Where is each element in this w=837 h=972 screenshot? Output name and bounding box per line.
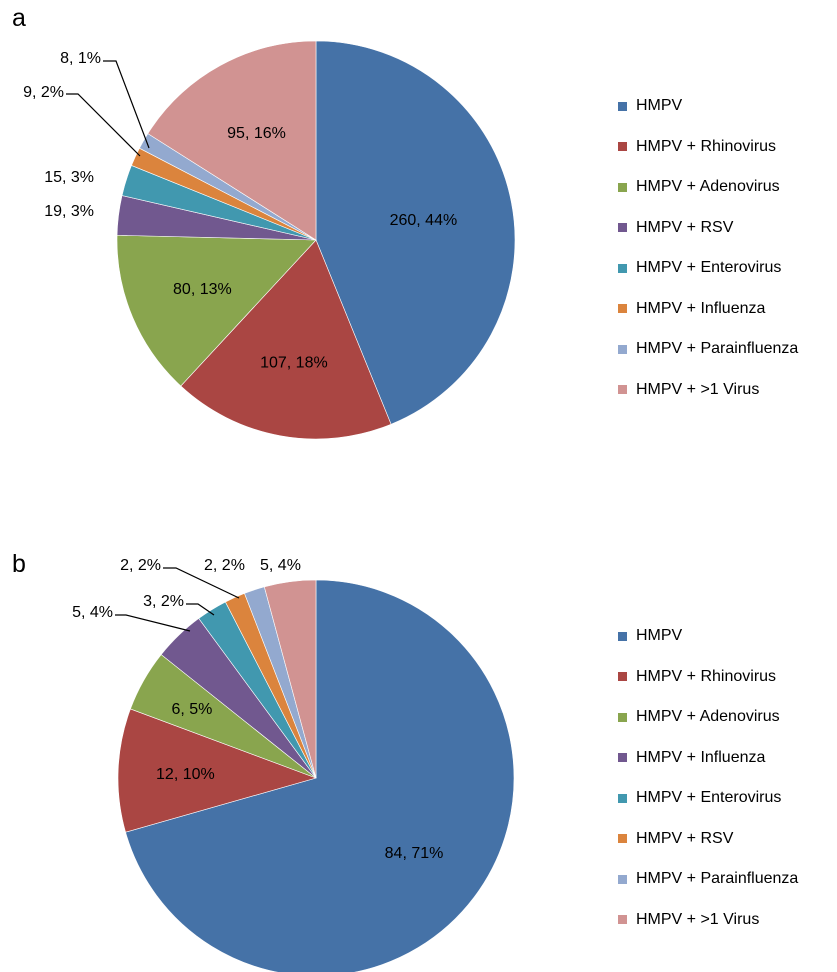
chart-panel-a: a 260, 44% 107, 18% 80, 13% 19, 3% 15, 3% 9, … [12, 4, 798, 440]
legend-label: HMPV + Parainfluenza [636, 340, 799, 358]
legend-swatch [618, 915, 627, 925]
legend-label: HMPV + Parainfluenza [636, 870, 799, 888]
legend-swatch [618, 223, 627, 233]
legend-label: HMPV + Adenovirus [636, 178, 780, 196]
slice-label: 5, 4% [260, 557, 301, 574]
legend-item: HMPV + Rhinovirus [618, 657, 798, 698]
legend-item: HMPV + RSV [618, 208, 798, 249]
panel-label-a: a [12, 4, 26, 32]
legend-swatch [618, 631, 627, 641]
slice-label: 84, 71% [385, 845, 444, 862]
pie-chart-b: 84, 71% 12, 10% 6, 5% 5, 4% 3, 2% 2, 2% 2, 2% 5… [72, 557, 515, 972]
legend-swatch [618, 753, 627, 763]
legend-item: HMPV + Influenza [618, 738, 798, 779]
pie-slice-3 [116, 234, 317, 387]
legend-swatch [618, 385, 627, 395]
pie-slice-8 [263, 579, 317, 779]
panel-label-b: b [12, 550, 26, 578]
legend-item: HMPV + Adenovirus [618, 167, 798, 208]
legend-label: HMPV + RSV [636, 218, 734, 236]
legend-item: HMPV + Influenza [618, 289, 798, 330]
legend-item: HMPV + Parainfluenza [618, 859, 798, 900]
legend-swatch [618, 182, 627, 192]
slice-label: 12, 10% [156, 766, 215, 783]
legend-item: HMPV + Enterovirus [618, 778, 798, 819]
legend-swatch [618, 793, 627, 803]
legend-label: HMPV + Influenza [636, 748, 766, 766]
leader-line [66, 93, 141, 157]
legend-swatch [618, 263, 627, 273]
legend-item: HMPV + Parainfluenza [618, 329, 798, 370]
pie-slice-1 [125, 579, 515, 972]
slice-label: 9, 2% [23, 84, 64, 101]
slice-label: 5, 4% [72, 604, 113, 621]
slice-label: 260, 44% [390, 212, 458, 229]
leader-line [103, 60, 150, 149]
legend-swatch [618, 672, 627, 682]
pie-slice-8 [147, 40, 317, 241]
legend-swatch [618, 101, 627, 111]
pie-slice-2 [180, 239, 392, 440]
legend-item: HMPV [618, 616, 798, 657]
pie-slice-1 [315, 40, 516, 425]
legend-swatch [618, 712, 627, 722]
slice-label: 2, 2% [120, 557, 161, 574]
slice-label: 19, 3% [44, 203, 94, 220]
legend-label: HMPV + Enterovirus [636, 259, 782, 277]
legend-item: HMPV + >1 Virus [618, 370, 798, 411]
pie-slice-2 [117, 708, 317, 833]
legend-label: HMPV + Rhinovirus [636, 137, 777, 155]
legend-item: HMPV + RSV [618, 819, 798, 860]
leader-line [186, 603, 215, 616]
legend-swatch [618, 874, 627, 884]
legend-a: HMPV HMPV + Rhinovirus HMPV + Adenovirus HM… [618, 86, 798, 410]
slice-label: 8, 1% [60, 50, 101, 67]
legend-label: HMPV + Adenovirus [636, 708, 780, 726]
slice-label: 15, 3% [44, 169, 94, 186]
legend-label: HMPV + Enterovirus [636, 789, 782, 807]
slice-label: 3, 2% [143, 593, 184, 610]
slice-label: 2, 2% [204, 557, 245, 574]
slice-label: 6, 5% [171, 701, 212, 718]
legend-swatch [618, 142, 627, 152]
legend-label: HMPV + RSV [636, 829, 734, 847]
legend-label: HMPV [636, 97, 683, 115]
slice-label: 95, 16% [227, 125, 286, 142]
legend-label: HMPV + >1 Virus [636, 910, 760, 928]
legend-label: HMPV + Rhinovirus [636, 667, 777, 685]
slice-label: 107, 18% [260, 354, 328, 371]
legend-item: HMPV [618, 86, 798, 127]
legend-item: HMPV + Adenovirus [618, 697, 798, 738]
legend-label: HMPV [636, 627, 683, 645]
legend-label: HMPV + Influenza [636, 299, 766, 317]
pie-chart-a: 260, 44% 107, 18% 80, 13% 19, 3% 15, 3% 9, 2%… [23, 40, 516, 440]
legend-item: HMPV + Rhinovirus [618, 127, 798, 168]
legend-label: HMPV + >1 Virus [636, 380, 760, 398]
legend-item: HMPV + >1 Virus [618, 900, 798, 941]
legend-b: HMPV HMPV + Rhinovirus HMPV + Adenovirus HM… [618, 616, 798, 940]
legend-swatch [618, 834, 627, 844]
leader-line [163, 567, 240, 599]
legend-swatch [618, 304, 627, 314]
legend-item: HMPV + Enterovirus [618, 248, 798, 289]
slice-label: 80, 13% [173, 281, 232, 298]
chart-panel-b: b 84, 71% 12, 10% 6, 5% 5, 4% 3, 2% 2, 2% 2, 2… [0, 486, 837, 972]
legend-swatch [618, 344, 627, 354]
leader-line [115, 614, 191, 632]
